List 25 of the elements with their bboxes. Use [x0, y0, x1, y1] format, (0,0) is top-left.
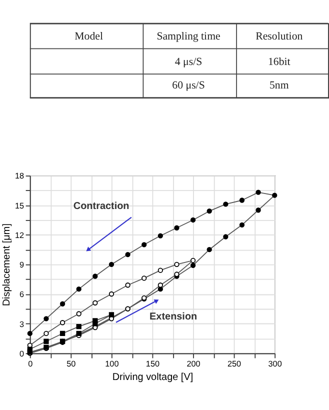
- x-tick-label: 100: [105, 359, 120, 368]
- annotation: Extension: [150, 312, 198, 323]
- text: 16bit: [268, 56, 290, 68]
- x-tick-label: 200: [186, 359, 201, 368]
- text: Resolution: [256, 30, 304, 43]
- x-tick-label: 250: [227, 359, 242, 368]
- y-tick-label: 3: [19, 320, 24, 329]
- x-tick-label: 50: [66, 359, 76, 368]
- text: 4 μs/S: [174, 56, 202, 68]
- annotation: Contraction: [73, 201, 130, 212]
- y-tick-label: 6: [19, 290, 24, 300]
- x-tick-label: 300: [268, 359, 282, 368]
- y-tick-label: 9: [19, 260, 24, 270]
- text: Model: [74, 30, 103, 43]
- text: 5nm: [269, 80, 290, 92]
- x-tick-label: 0: [28, 359, 34, 368]
- y-tick-label: 18: [14, 172, 24, 181]
- text: 60 μs/S: [172, 80, 205, 92]
- y-tick-label: 12: [14, 230, 24, 240]
- y-axis-title: Displacement [μm]: [2, 223, 13, 306]
- text: Sampling time: [156, 30, 221, 43]
- y-tick-label: 0: [19, 349, 24, 358]
- x-tick-label: 150: [146, 359, 160, 368]
- x-axis-title: Driving voltage [V]: [112, 372, 194, 383]
- y-tick-label: 15: [14, 201, 24, 210]
